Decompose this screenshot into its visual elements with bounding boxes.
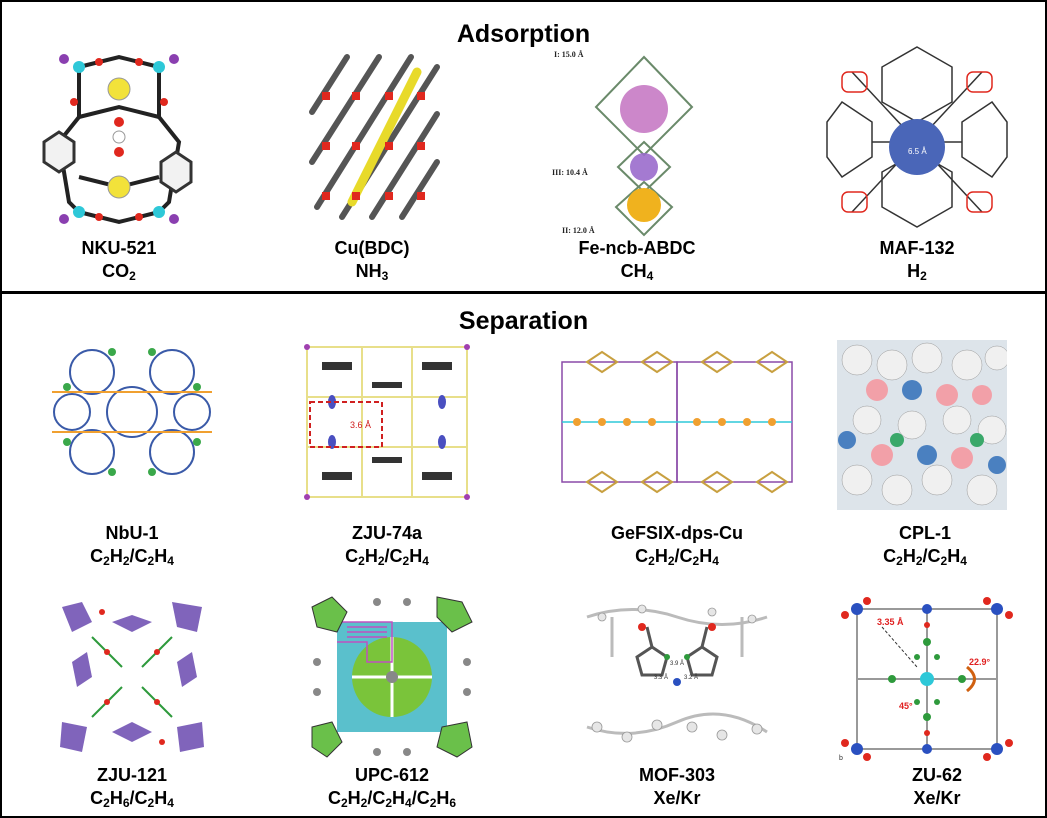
maf-132-panel: 6.5 Å MAF-132 H2 (817, 42, 1017, 292)
nku-521-name: NKU-521 (81, 238, 157, 258)
fe-ncb-abdc-gas: CH4 (620, 261, 654, 283)
zju-74a-structure-image: 3.6 Å (304, 344, 470, 500)
gefsix-dps-cu-panel: GeFSIX-dps-Cu C2H2/C2H4 (557, 332, 797, 572)
zu-62-gas: Xe/Kr (913, 788, 961, 808)
mof-303-structure-image: 3.9 Å 3.3 Å 3.2 Å (586, 604, 768, 743)
zu-62-angle-label: 22.9° (969, 657, 991, 667)
mof-303-name: MOF-303 (638, 765, 716, 785)
cu-bdc-panel: Cu(BDC) NH3 (272, 42, 472, 292)
fe-ncb-abdc-structure-image: I: 15.0 Å III: 10.4 Å II: 12.0 Å (552, 50, 694, 237)
maf-132-structure-image: 6.5 Å (826, 46, 1008, 228)
zju-74a-name: ZJU-74a (351, 523, 423, 543)
zu-62-structure-image: 3.35 Å 22.9° 45° b (839, 597, 1013, 762)
maf-132-gas: H2 (907, 261, 927, 283)
mof-303-label-1: 3.9 Å (670, 660, 684, 667)
pore-label-i: I: 15.0 Å (554, 50, 584, 59)
zju-74a-panel: 3.6 Å ZJU-74a C2H2/C2H4 (287, 332, 487, 572)
fe-ncb-abdc-panel: I: 15.0 Å III: 10.4 Å II: 12.0 Å Fe-ncb-… (537, 42, 737, 292)
adsorption-heading: Adsorption (456, 20, 591, 48)
mof-303-label-2: 3.3 Å (654, 674, 668, 681)
mof-303-gas: Xe/Kr (653, 788, 701, 808)
upc-612-panel: UPC-612 C2H2/C2H4/C2H6 (292, 592, 492, 816)
upc-612-structure-image (311, 596, 473, 758)
mof-303-label-3: 3.2 Å (684, 674, 698, 681)
mof-303-panel: 3.9 Å 3.3 Å 3.2 Å MOF-303 Xe/Kr (577, 592, 777, 816)
zu-62-angle2-label: 45° (899, 701, 913, 711)
section-divider (2, 291, 1045, 294)
nbu-1-name: NbU-1 (105, 523, 159, 543)
zu-62-panel-letter: b (839, 755, 843, 762)
zju-74a-pore-label: 3.6 Å (350, 420, 371, 430)
nbu-1-gas: C2H2/C2H4 (90, 546, 174, 568)
pore-label-ii: II: 12.0 Å (562, 226, 595, 235)
maf-132-name: MAF-132 (879, 238, 955, 258)
zu-62-panel: 3.35 Å 22.9° 45° b ZU-62 Xe/Kr (837, 592, 1037, 816)
zu-62-name: ZU-62 (911, 765, 962, 785)
gefsix-dps-cu-structure-image (561, 350, 793, 494)
fe-ncb-abdc-name: Fe-ncb-ABDC (578, 238, 696, 258)
gefsix-dps-cu-gas: C2H2/C2H4 (635, 546, 719, 568)
cu-bdc-structure-image (309, 54, 440, 220)
zu-62-distance-label: 3.35 Å (877, 617, 904, 627)
nbu-1-structure-image (52, 348, 212, 476)
nku-521-gas: CO2 (102, 261, 136, 283)
zju-121-panel: ZJU-121 C2H6/C2H4 (32, 592, 232, 816)
cu-bdc-gas: NH3 (355, 261, 389, 283)
nbu-1-panel: NbU-1 C2H2/C2H4 (32, 332, 232, 572)
zju-74a-gas: C2H2/C2H4 (345, 546, 429, 568)
cpl-1-panel: CPL-1 C2H2/C2H4 (825, 332, 1025, 572)
upc-612-gas: C2H2/C2H4/C2H6 (327, 788, 457, 810)
nku-521-structure-image (42, 54, 193, 225)
zju-121-gas: C2H6/C2H4 (90, 788, 174, 810)
nku-521-panel: NKU-521 CO2 (14, 42, 224, 292)
cu-bdc-name: Cu(BDC) (334, 238, 410, 258)
cpl-1-gas: C2H2/C2H4 (883, 546, 967, 568)
pore-label-iii: III: 10.4 Å (552, 168, 588, 177)
upc-612-name: UPC-612 (354, 765, 430, 785)
separation-heading: Separation (458, 307, 589, 335)
cpl-1-name: CPL-1 (898, 523, 951, 543)
maf-132-pore-label: 6.5 Å (908, 147, 927, 156)
zju-121-structure-image (60, 602, 204, 752)
gefsix-dps-cu-name: GeFSIX-dps-Cu (610, 523, 743, 543)
zju-121-name: ZJU-121 (96, 765, 168, 785)
cpl-1-structure-image (837, 340, 1007, 510)
